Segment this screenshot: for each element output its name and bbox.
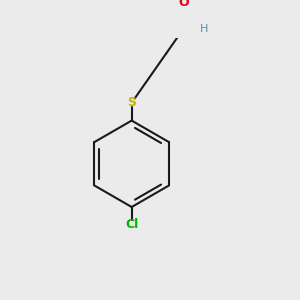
Text: Cl: Cl	[125, 218, 138, 231]
Text: H: H	[200, 24, 208, 34]
Text: O: O	[178, 0, 189, 9]
Text: S: S	[127, 96, 136, 109]
